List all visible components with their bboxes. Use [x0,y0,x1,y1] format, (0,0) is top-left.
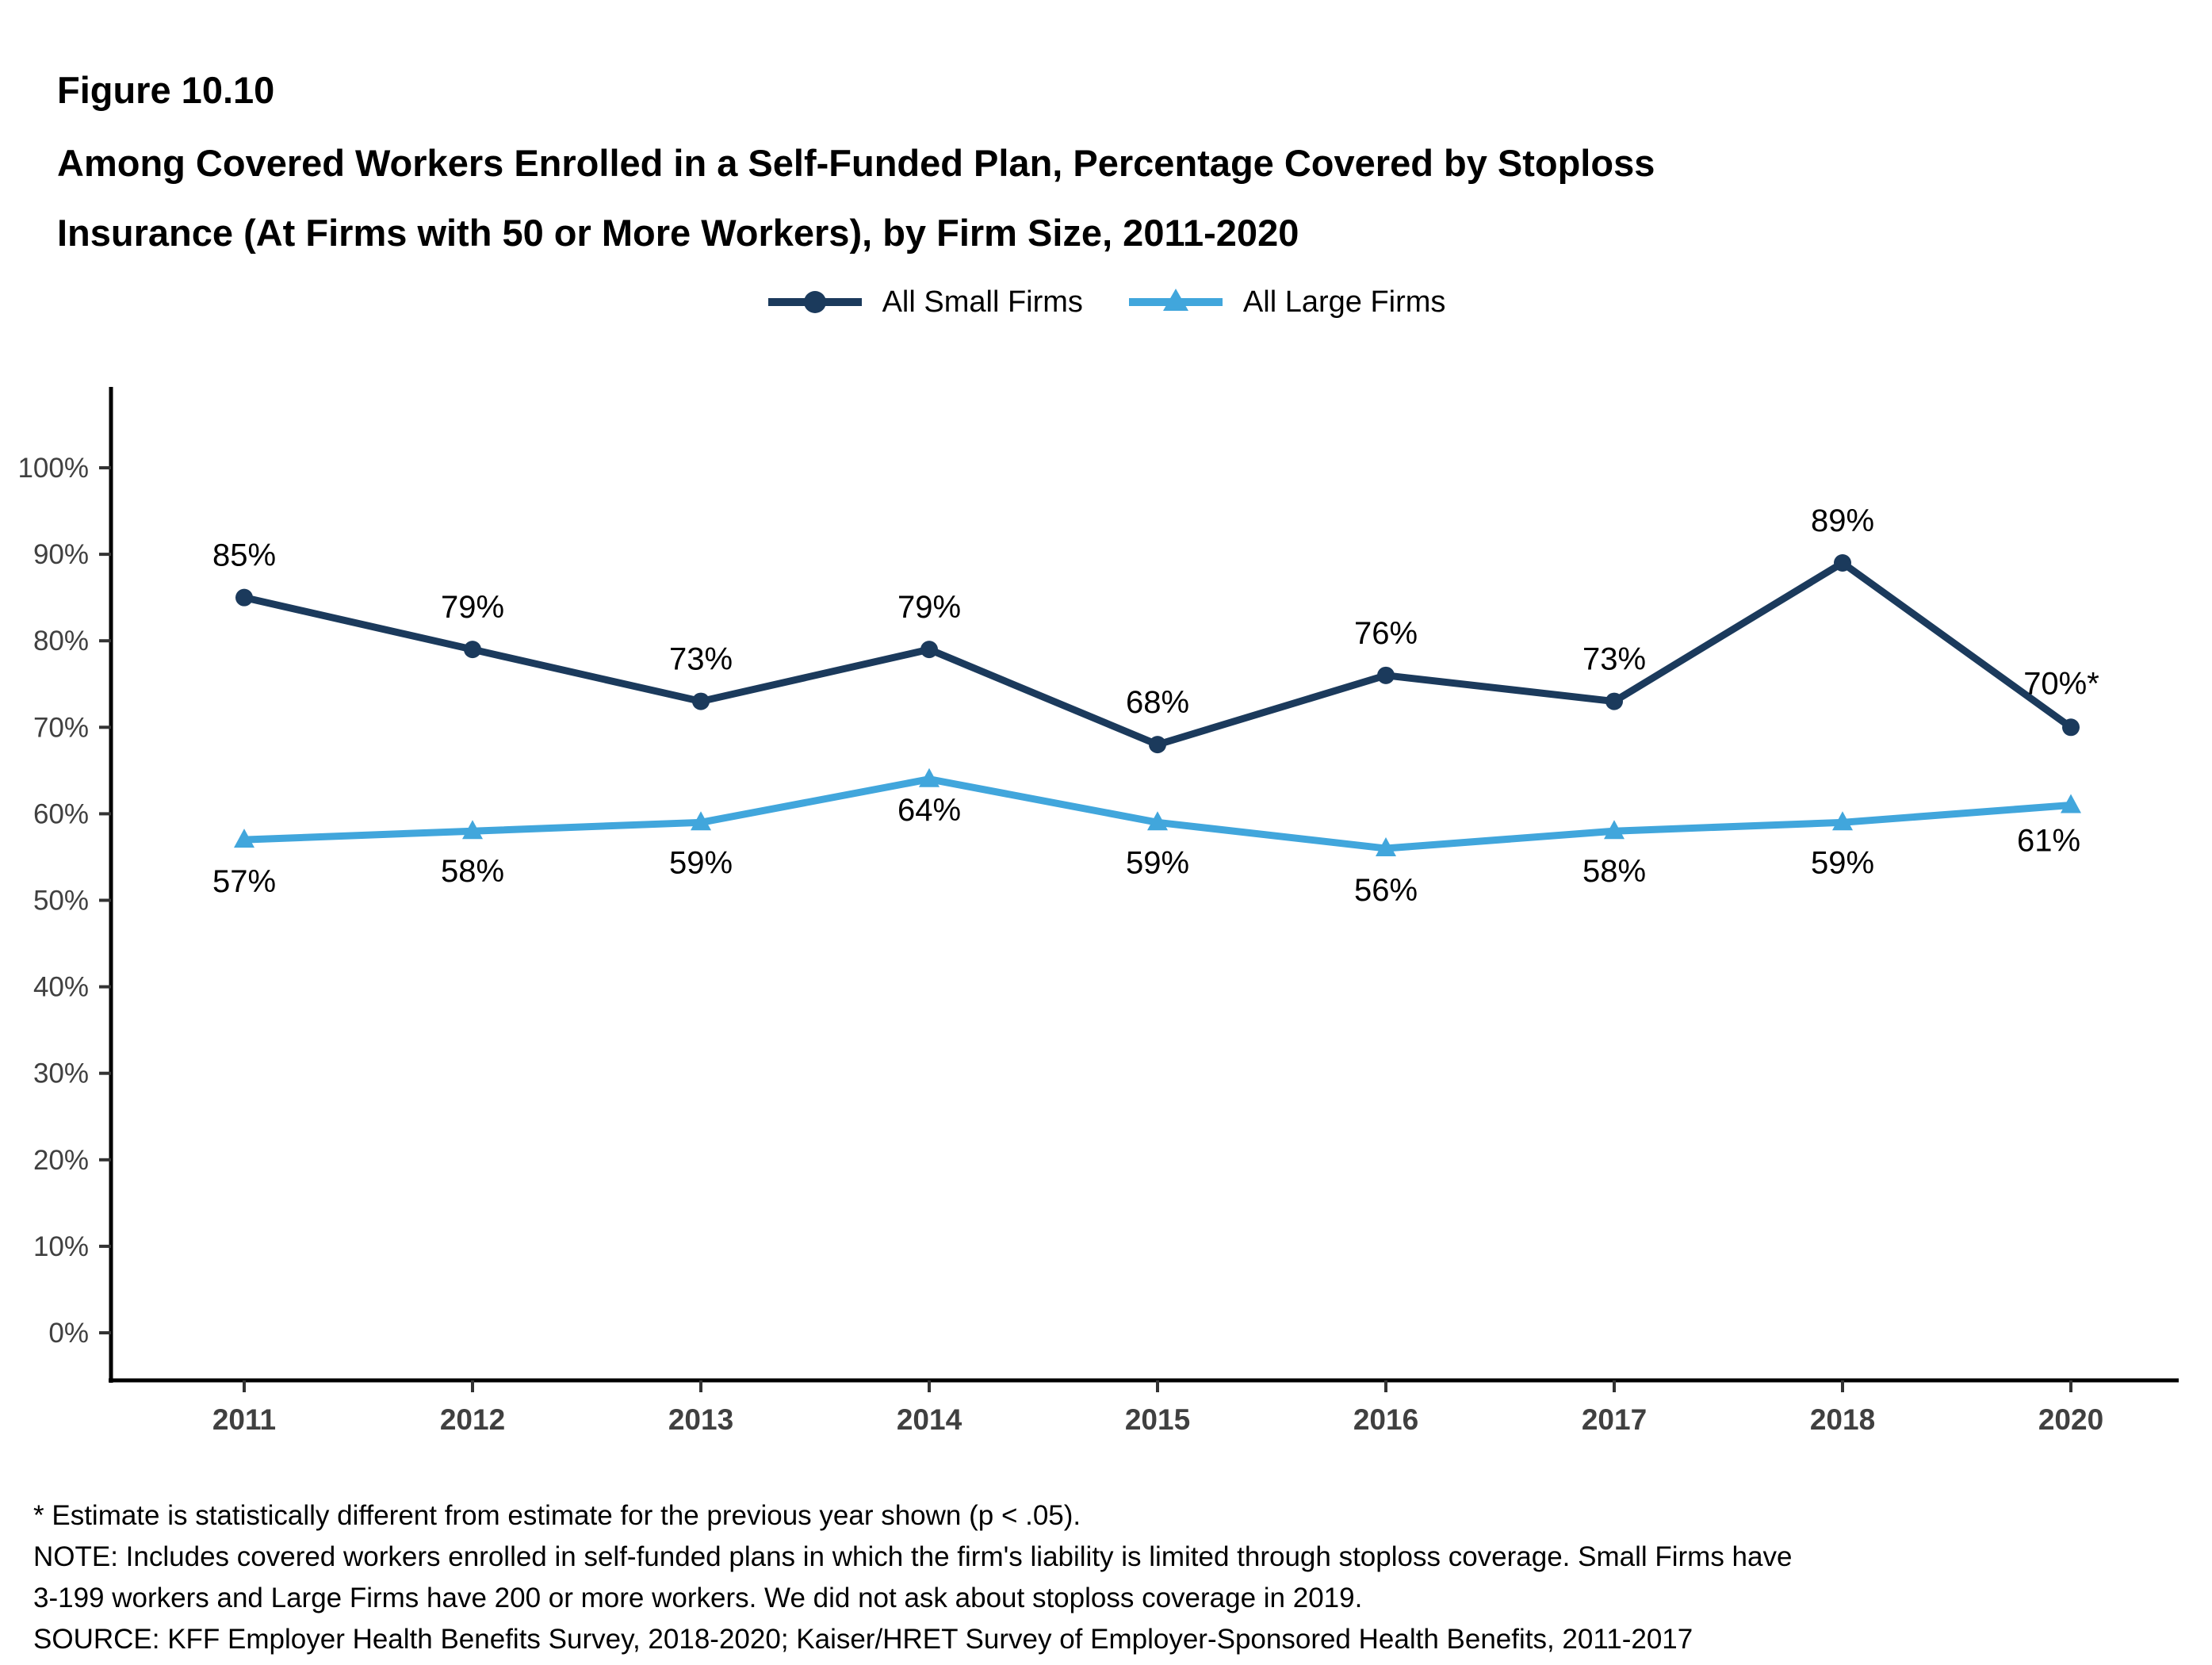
legend-label-small-firms: All Small Firms [882,285,1083,319]
data-point-label: 59% [669,845,733,880]
figure-title-line2: Insurance (At Firms with 50 or More Work… [57,212,1299,254]
y-tick-label: 70% [33,712,89,743]
data-point-label: 76% [1354,616,1418,651]
legend-item-small-firms: All Small Firms [767,284,1083,320]
y-tick-label: 30% [33,1058,89,1089]
data-point-marker-circle [1834,554,1851,572]
legend-label-large-firms: All Large Firms [1242,285,1446,319]
figure-title-line1: Among Covered Workers Enrolled in a Self… [57,142,1655,184]
data-point-label: 68% [1126,685,1189,720]
x-tick-label: 2016 [1353,1403,1418,1436]
data-point-marker-triangle [1604,820,1625,840]
data-point-marker-triangle [1376,837,1396,857]
data-point-label: 73% [1582,642,1646,677]
data-point-label: 57% [212,864,276,899]
data-point-label: 70%* [2023,666,2099,701]
footnote-source: SOURCE: KFF Employer Health Benefits Sur… [33,1624,1693,1655]
data-point-label: 58% [441,854,504,889]
data-point-label: 89% [1811,503,1874,538]
data-point-label: 79% [897,590,961,625]
x-tick-label: 2014 [897,1403,962,1436]
footnote-significance: * Estimate is statistically different fr… [33,1500,1081,1531]
data-point-label: 59% [1126,845,1189,880]
figure-title: Among Covered Workers Enrolled in a Self… [57,128,2087,268]
data-point-label: 85% [212,538,276,573]
data-point-label: 58% [1582,854,1646,889]
chart-legend: All Small Firms All Large Firms [0,284,2212,320]
legend-triangle-marker [1162,289,1188,311]
data-point-label: 59% [1811,845,1874,880]
small-firms-line-marker-icon [767,291,862,313]
footnotes: * Estimate is statistically different fr… [33,1495,2190,1660]
data-point-marker-circle [1605,692,1623,710]
data-point-marker-triangle [1832,811,1853,831]
data-point-marker-circle [692,692,710,710]
data-point-marker-triangle [1147,811,1168,831]
data-point-marker-circle [235,588,253,607]
footnote-note-line2: 3-199 workers and Large Firms have 200 o… [33,1583,1363,1613]
y-tick-label: 20% [33,1145,89,1176]
y-tick-label: 0% [48,1318,89,1349]
y-tick-label: 80% [33,626,89,656]
y-tick-label: 40% [33,972,89,1003]
x-tick-label: 2015 [1125,1403,1190,1436]
data-point-label: 79% [441,590,504,625]
data-point-label: 73% [669,642,733,677]
legend-circle-marker [803,291,826,313]
data-point-marker-triangle [462,820,483,840]
y-tick-label: 10% [33,1231,89,1262]
x-tick-label: 2012 [440,1403,505,1436]
legend-item-large-firms: All Large Firms [1127,284,1446,320]
x-tick-label: 2018 [1810,1403,1875,1436]
data-point-marker-triangle [691,811,711,831]
data-point-marker-circle [2062,718,2080,737]
figure-number: Figure 10.10 [57,69,275,111]
x-tick-label: 2017 [1582,1403,1647,1436]
data-point-label: 64% [897,793,961,828]
x-tick-label: 2011 [212,1403,276,1436]
data-point-marker-circle [1149,736,1166,754]
y-tick-label: 60% [33,798,89,829]
data-point-marker-triangle [234,829,254,848]
y-tick-label: 100% [17,453,89,484]
data-point-label: 61% [2017,823,2080,858]
large-firms-line-marker-icon [1128,289,1223,311]
y-tick-label: 90% [33,539,89,570]
data-point-marker-triangle [919,767,940,787]
data-point-marker-circle [920,641,938,659]
footnote-note-line1: NOTE: Includes covered workers enrolled … [33,1541,1793,1572]
data-point-marker-triangle [2061,794,2081,813]
y-tick-label: 50% [33,886,89,917]
x-tick-label: 2013 [668,1403,733,1436]
data-point-marker-circle [1377,666,1395,684]
data-point-label: 56% [1354,873,1418,908]
data-point-marker-circle [464,641,481,659]
x-tick-label: 2020 [2038,1403,2103,1436]
